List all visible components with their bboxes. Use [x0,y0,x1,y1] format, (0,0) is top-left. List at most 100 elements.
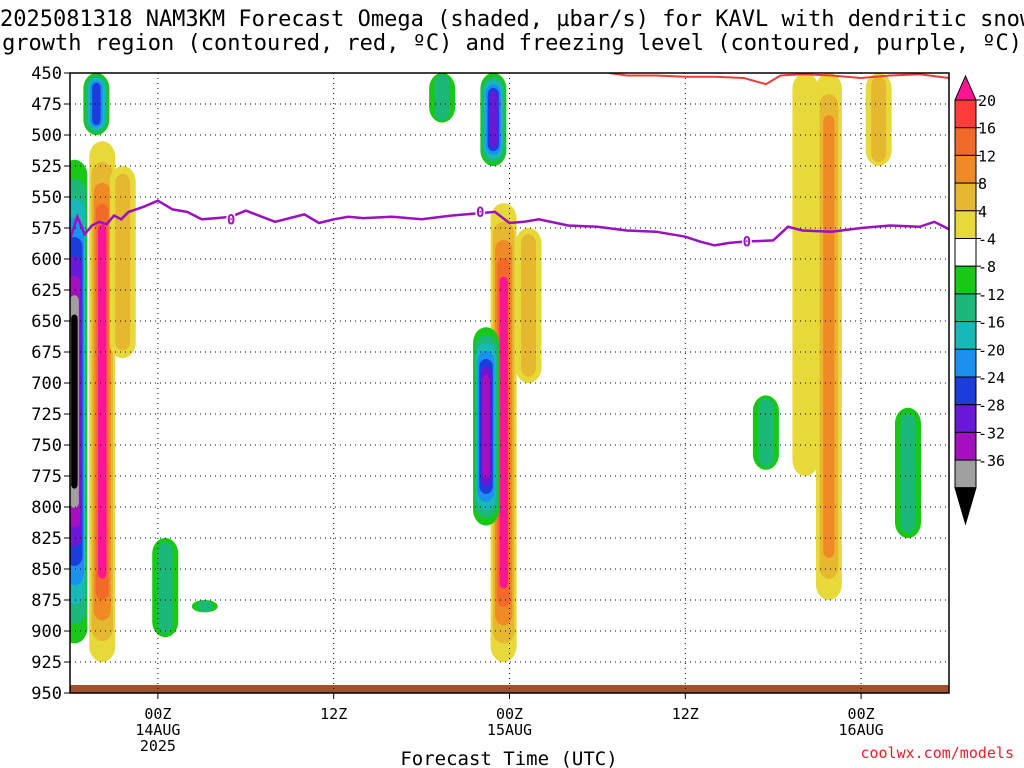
colorbar-label: -32 [978,424,1005,442]
y-tick-label: 700 [31,374,62,394]
x-tick-label: 12Z [672,705,699,723]
colorbar-bin [954,459,977,489]
omega-feature [815,73,842,600]
chart-title-line1: 2025081318 NAM3KM Forecast Omega (shaded… [0,7,1024,32]
y-tick-label: 725 [31,405,62,425]
colorbar-bin [954,127,977,156]
y-tick-label: 900 [31,622,62,642]
x-tick-label: 16AUG [839,721,884,739]
colorbar-label: 12 [978,147,996,165]
colorbar-bottom-arrow [954,487,977,526]
omega-feature [83,73,110,135]
colorbar-label: -24 [978,369,1005,387]
colorbar-bin [954,210,977,240]
omega-shade [521,234,537,377]
colorbar-bin [954,376,977,406]
x-tick-label: 12Z [320,705,347,723]
freezing-level-line [70,199,949,247]
omega-shade [482,374,490,478]
colorbar-bin [954,154,977,184]
colorbar-label: -36 [978,452,1005,470]
y-tick-label: 525 [31,157,62,177]
colorbar-bin [954,182,977,212]
colorbar-label: -8 [978,258,996,276]
omega-shade [489,91,498,148]
omega-shade [823,115,835,558]
x-axis-label: Forecast Time (UTC) [400,748,617,768]
omega-feature [191,600,218,613]
y-tick-label: 800 [31,498,62,518]
omega-shade [92,82,101,126]
y-tick-label: 500 [31,126,62,146]
colorbar-label: 4 [978,203,987,221]
contours: 0 0 0 [70,73,949,252]
colorbar-label: 16 [978,120,996,138]
colorbar-bin [954,238,977,267]
colorbar-bin [954,265,977,295]
y-tick-label: 875 [31,591,62,611]
y-tick-label: 825 [31,529,62,549]
omega-shade [900,413,916,533]
omega-feature [70,159,88,644]
omega-feature [865,73,892,166]
freezing-level-label: 0 [227,212,235,228]
y-tick-label: 600 [31,250,62,270]
colorbar-label: -16 [978,314,1005,332]
gridlines [70,73,949,693]
x-tick-label: 15AUG [487,721,532,739]
colorbar-bin [954,348,977,378]
omega-shade [98,224,107,579]
colorbar-label: 20 [978,92,996,110]
y-tick-label: 625 [31,281,62,301]
x-tick-label: 00Z [848,705,875,723]
omega-feature [429,73,456,123]
omega-shade [871,76,887,163]
omega-feature [480,73,507,166]
colorbar-bin [954,431,977,461]
chart-title-line2: growth region (contoured, red, ºC) and f… [2,31,1022,56]
y-tick-label: 450 [31,64,62,84]
x-tick-label: 14AUG [135,721,180,739]
y-tick-label: 550 [31,188,62,208]
freezing-level-label: 0 [476,205,484,221]
omega-shade [115,173,131,351]
x-tick-label: 00Z [496,705,523,723]
colorbar-top-arrow [954,74,977,101]
colorbar-bin [954,99,977,129]
colorbar-bin [954,321,977,350]
colorbar-bin [954,404,977,433]
colorbar-bin [954,293,977,323]
omega-feature [109,166,136,359]
omega-shading [70,73,949,693]
omega-feature [515,228,542,383]
y-tick-label: 850 [31,560,62,580]
x-tick-label: 2025 [140,737,176,755]
omega-feature [792,73,819,476]
omega-shade [499,276,508,589]
omega-feature [490,203,517,662]
omega-shade [758,398,774,467]
y-tick-label: 650 [31,312,62,332]
colorbar-label: -28 [978,397,1005,415]
dgz-contour-line [608,73,949,86]
omega-shade [792,73,819,476]
y-tick-label: 925 [31,653,62,673]
omega-shade [434,74,450,121]
omega-feature [894,407,921,538]
site-credit: coolwx.com/models [860,744,1014,762]
y-tick-label: 475 [31,95,62,115]
colorbar-label: -4 [978,231,996,249]
y-tick-label: 750 [31,436,62,456]
omega-shade [157,541,173,634]
y-tick-label: 575 [31,219,62,239]
y-tick-label: 775 [31,467,62,487]
freezing-level-label: 0 [743,235,751,251]
colorbar-label: -20 [978,341,1005,359]
omega-shade [71,314,78,489]
omega-shade [197,600,213,612]
x-tick-label: 00Z [144,705,171,723]
colorbar-label: -12 [978,286,1005,304]
omega-feature [152,538,179,638]
